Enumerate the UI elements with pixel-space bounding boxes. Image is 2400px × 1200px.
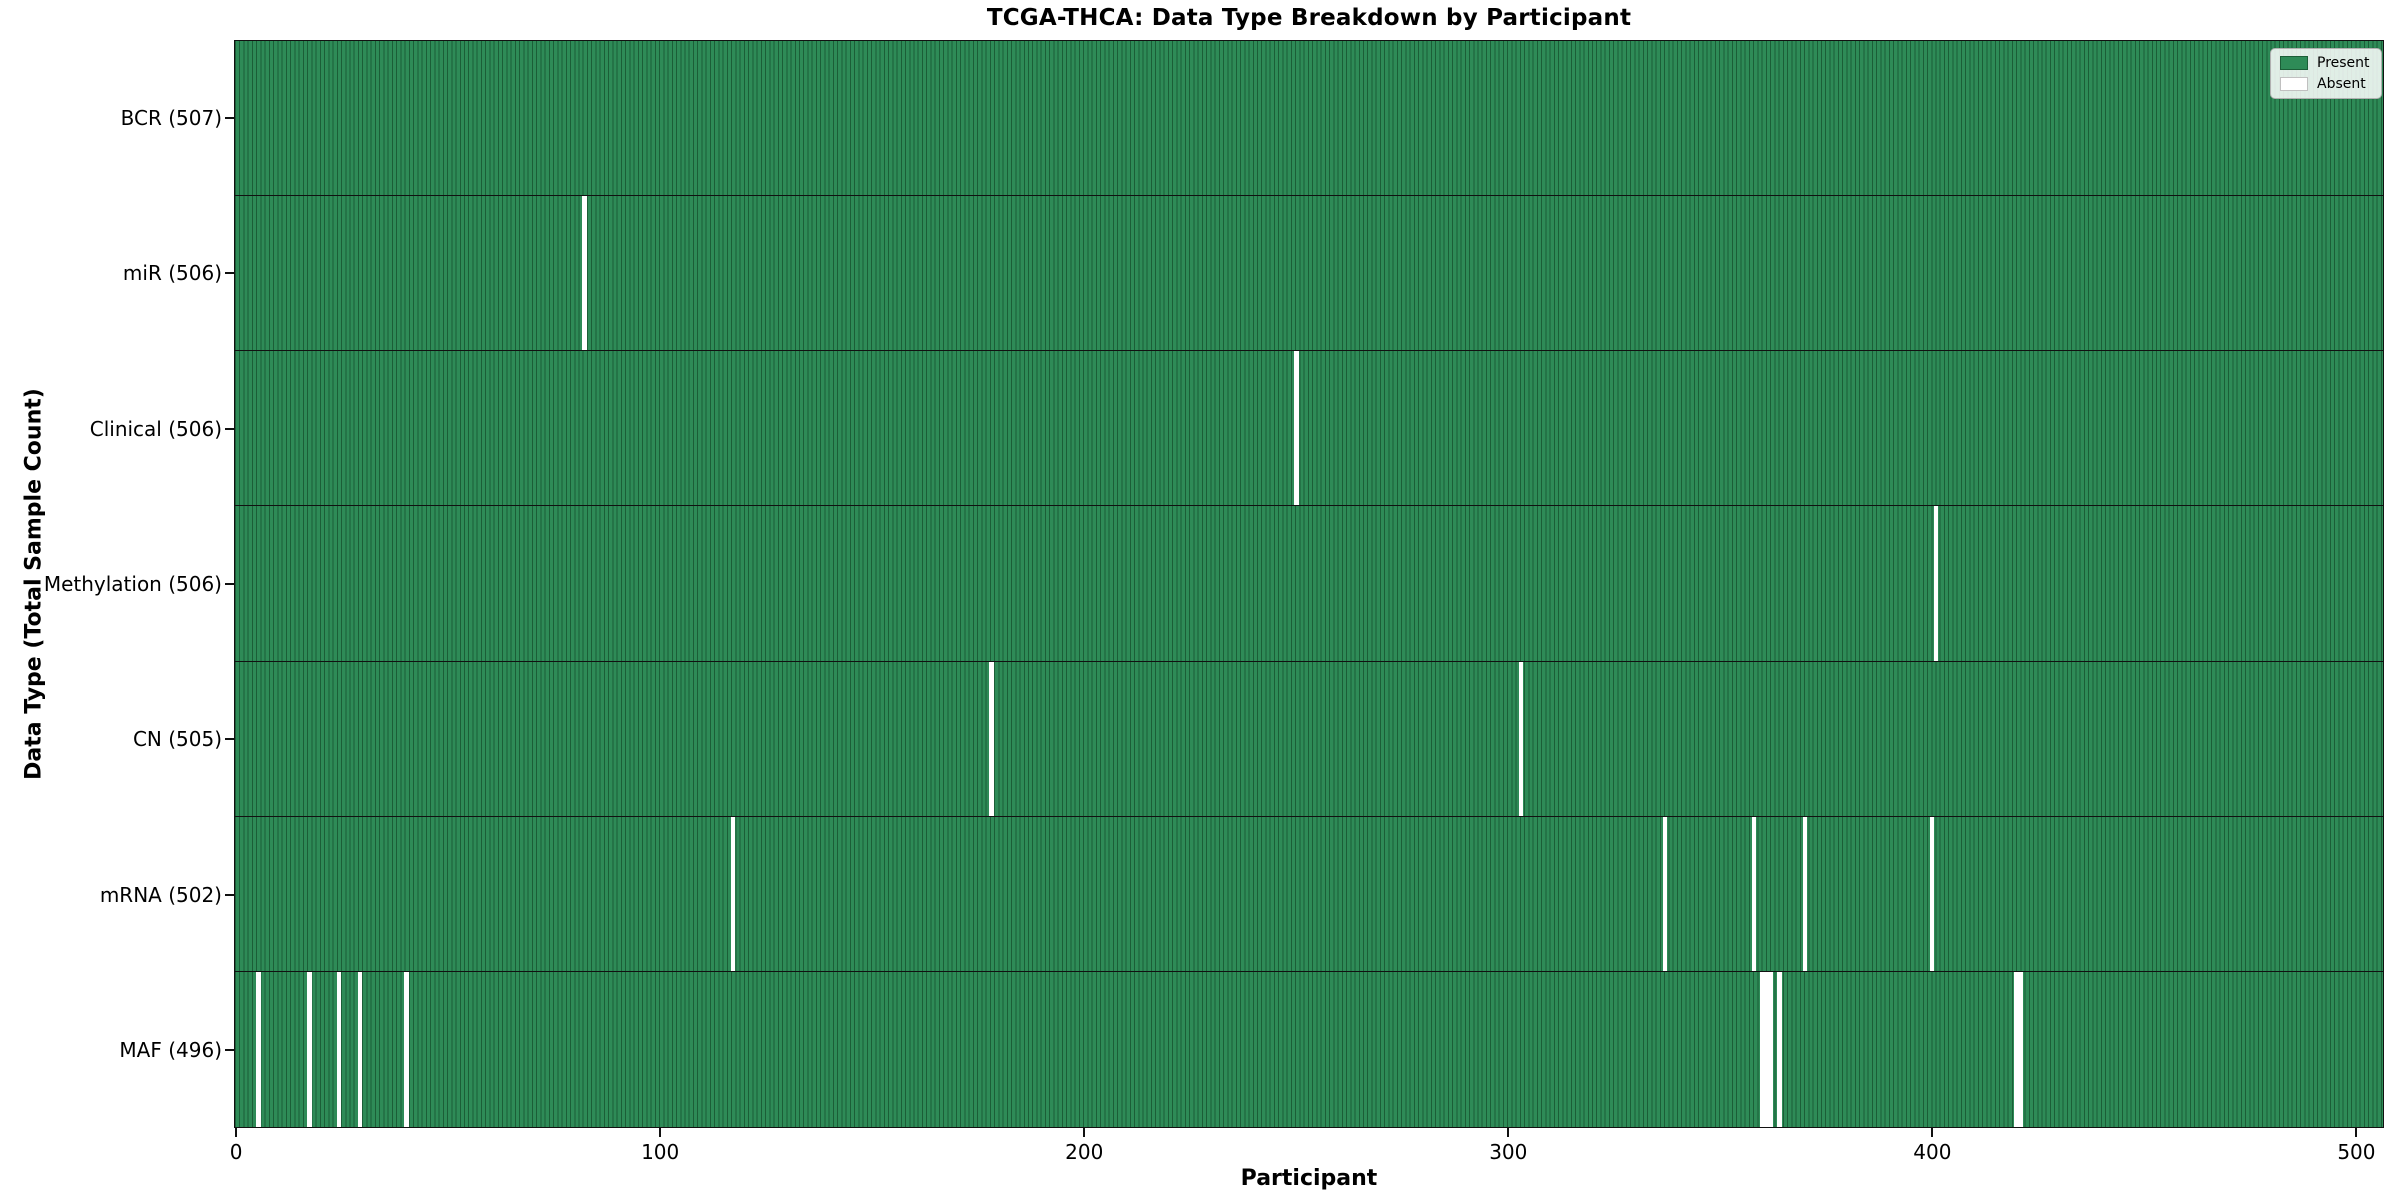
absent-cell bbox=[1662, 816, 1668, 971]
absent-cell bbox=[1802, 816, 1808, 971]
x-tick-mark bbox=[659, 1128, 662, 1137]
legend-entry: Absent bbox=[2280, 76, 2370, 92]
absent-cell bbox=[1768, 971, 1774, 1127]
x-tick-label: 300 bbox=[1489, 1140, 1528, 1164]
x-axis-label: Participant bbox=[1240, 1166, 1378, 1191]
absent-cell bbox=[307, 971, 312, 1127]
chart-row-mir bbox=[235, 196, 2383, 352]
legend-label: Absent bbox=[2317, 76, 2366, 92]
y-tick-label: Methylation (506) bbox=[43, 572, 222, 596]
absent-cell bbox=[582, 196, 587, 351]
absent-cell bbox=[989, 661, 994, 816]
chart-row-methylation bbox=[235, 506, 2383, 662]
absent-cell bbox=[2014, 971, 2019, 1127]
chart-row-bcr bbox=[235, 41, 2383, 197]
legend: Present Absent bbox=[2270, 48, 2382, 99]
absent-cell bbox=[2018, 971, 2024, 1127]
absent-cell bbox=[404, 971, 409, 1127]
legend-label: Present bbox=[2317, 55, 2370, 71]
x-tick-mark bbox=[2355, 1128, 2358, 1137]
legend-entry: Present bbox=[2280, 55, 2370, 71]
y-tick-mark bbox=[225, 583, 234, 585]
y-tick-label: mRNA (502) bbox=[99, 882, 222, 907]
x-tick-mark bbox=[1083, 1128, 1086, 1137]
absent-cell bbox=[1929, 816, 1935, 971]
absent-cell bbox=[1518, 661, 1524, 816]
absent-cell bbox=[1751, 816, 1757, 971]
y-tick-label: Clinical (506) bbox=[89, 416, 222, 441]
legend-swatch-icon bbox=[2280, 77, 2308, 91]
y-tick-mark bbox=[225, 738, 234, 741]
absent-cell bbox=[1760, 971, 1765, 1127]
absent-cell bbox=[256, 971, 261, 1127]
y-tick-mark bbox=[225, 893, 234, 896]
chart-row-cn bbox=[235, 661, 2383, 817]
x-tick-label: 400 bbox=[1913, 1140, 1952, 1164]
x-tick-label: 200 bbox=[1065, 1140, 1104, 1164]
chart-row-mrna bbox=[235, 816, 2383, 972]
absent-cell bbox=[730, 816, 736, 971]
absent-cell bbox=[357, 971, 363, 1127]
absent-cell bbox=[1933, 506, 1939, 661]
y-tick-label: BCR (507) bbox=[120, 105, 222, 130]
y-tick-label: CN (505) bbox=[132, 727, 222, 752]
plot-area bbox=[234, 40, 2384, 1128]
y-tick-mark bbox=[225, 1049, 234, 1052]
x-tick-label: 0 bbox=[229, 1140, 243, 1164]
chart-title: TCGA-THCA: Data Type Breakdown by Partic… bbox=[986, 5, 1632, 31]
x-tick-label: 500 bbox=[2337, 1140, 2376, 1164]
x-tick-mark bbox=[1507, 1128, 1510, 1137]
legend-swatch-icon bbox=[2280, 56, 2308, 70]
y-tick-label: miR (506) bbox=[122, 261, 222, 286]
y-tick-mark bbox=[225, 116, 234, 119]
y-tick-mark bbox=[225, 427, 234, 430]
x-tick-mark bbox=[1931, 1128, 1934, 1137]
y-tick-mark bbox=[225, 272, 234, 275]
absent-cell bbox=[336, 971, 342, 1127]
absent-cell bbox=[1764, 971, 1769, 1127]
x-tick-label: 100 bbox=[641, 1140, 680, 1164]
chart-row-maf bbox=[235, 971, 2383, 1127]
chart-row-clinical bbox=[235, 351, 2383, 507]
absent-cell bbox=[1294, 351, 1299, 506]
absent-cell bbox=[1777, 971, 1782, 1127]
x-tick-mark bbox=[235, 1128, 238, 1137]
y-tick-label: MAF (496) bbox=[119, 1038, 222, 1063]
